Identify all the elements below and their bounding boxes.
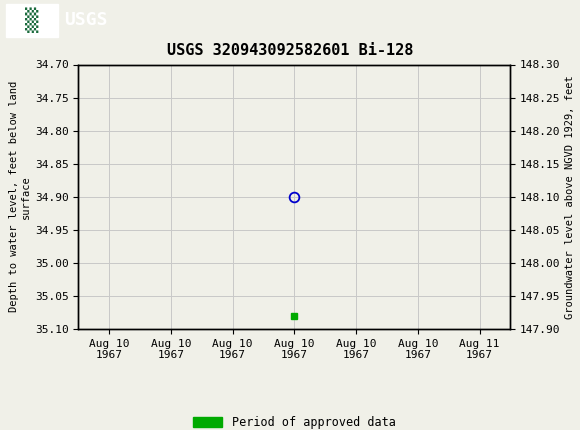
Text: ▒: ▒ bbox=[25, 8, 39, 33]
Y-axis label: Groundwater level above NGVD 1929, feet: Groundwater level above NGVD 1929, feet bbox=[565, 75, 575, 319]
Legend: Period of approved data: Period of approved data bbox=[188, 412, 400, 430]
Bar bbox=[6, 4, 58, 37]
Y-axis label: Depth to water level, feet below land
surface: Depth to water level, feet below land su… bbox=[9, 81, 31, 312]
Text: USGS: USGS bbox=[64, 12, 107, 29]
Text: USGS 320943092582601 Bi-128: USGS 320943092582601 Bi-128 bbox=[167, 43, 413, 58]
